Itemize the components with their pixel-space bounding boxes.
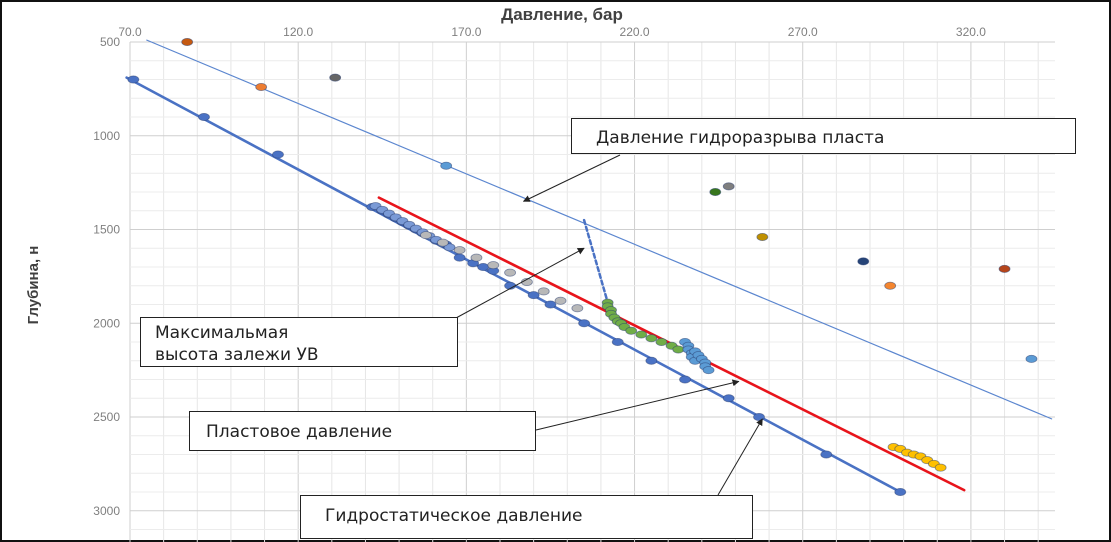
data-point — [554, 296, 567, 305]
data-point — [272, 150, 284, 159]
data-point — [127, 75, 140, 84]
data-point — [998, 264, 1011, 273]
data-point — [884, 281, 897, 290]
callout-maxheight-line2: высота залежи УВ — [155, 345, 319, 366]
callout-arrow — [717, 418, 763, 496]
callout-hydrostatic-pressure: Гидростатическое давление — [300, 495, 753, 539]
data-point — [181, 38, 194, 47]
y-tick-label: 1000 — [93, 129, 120, 143]
data-point — [537, 287, 550, 296]
data-point — [527, 291, 540, 300]
callout-fracture-text: Давление гидроразрыва пласта — [596, 128, 885, 148]
y-axis-title: Глубина, н — [25, 246, 42, 325]
data-point — [504, 268, 516, 277]
data-point — [571, 304, 584, 313]
data-point — [420, 231, 432, 240]
data-point — [453, 253, 466, 262]
data-point — [820, 450, 833, 459]
data-point — [453, 246, 466, 255]
data-point — [722, 394, 735, 403]
y-tick-label: 2000 — [93, 316, 120, 330]
data-point — [470, 253, 483, 262]
data-point — [611, 337, 624, 346]
callout-arrow — [535, 379, 740, 431]
callout-arrow — [455, 247, 585, 319]
data-point — [709, 187, 722, 196]
data-point — [753, 412, 765, 421]
callout-formation-text: Пластовое давление — [206, 422, 393, 442]
data-point — [440, 161, 453, 170]
data-point — [756, 232, 769, 241]
data-point — [894, 487, 907, 496]
max-hc-column-line — [582, 218, 613, 316]
data-point — [679, 375, 691, 384]
data-point — [198, 113, 210, 122]
callout-max-column-height: Максимальмая высота залежи УВ — [140, 317, 458, 367]
x-tick-label: 120.0 — [283, 25, 313, 39]
y-tick-label: 1500 — [93, 223, 120, 237]
callout-arrow — [522, 154, 621, 202]
data-point — [645, 356, 658, 365]
data-point — [635, 330, 648, 339]
data-point — [722, 182, 735, 191]
callout-fracture-pressure: Давление гидроразрыва пласта — [571, 118, 1076, 154]
data-point — [702, 366, 715, 375]
y-axis-ticks: 500 1000 1500 2000 2500 3000 — [93, 35, 120, 518]
y-tick-label: 2500 — [93, 410, 120, 424]
x-axis-ticks: 70.0 120.0 170.0 220.0 270.0 320.0 — [118, 25, 986, 39]
x-axis-title: Давление, бар — [501, 5, 623, 24]
callout-arrows — [455, 154, 763, 496]
data-point — [477, 262, 490, 271]
data-point — [329, 73, 342, 82]
x-tick-label: 170.0 — [451, 25, 481, 39]
data-point — [255, 83, 268, 92]
data-point — [645, 334, 658, 343]
data-point — [487, 261, 500, 270]
data-point — [436, 238, 449, 247]
data-point — [655, 337, 668, 346]
data-points — [127, 38, 1038, 496]
data-point — [578, 319, 590, 328]
data-point — [672, 345, 685, 354]
x-tick-label: 70.0 — [118, 25, 142, 39]
data-point — [934, 463, 947, 472]
y-tick-label: 500 — [100, 35, 120, 49]
callout-hydrostatic-text: Гидростатическое давление — [325, 506, 583, 526]
data-point — [544, 300, 557, 309]
data-point — [857, 257, 870, 266]
x-tick-label: 320.0 — [956, 25, 986, 39]
x-tick-label: 270.0 — [788, 25, 818, 39]
y-tick-label: 3000 — [93, 504, 120, 518]
data-point — [1025, 354, 1038, 363]
callout-formation-pressure: Пластовое давление — [189, 411, 536, 451]
x-tick-label: 220.0 — [620, 25, 650, 39]
fracture-line — [146, 39, 1053, 420]
callout-maxheight-line1: Максимальмая — [155, 323, 289, 343]
data-point — [625, 326, 638, 335]
